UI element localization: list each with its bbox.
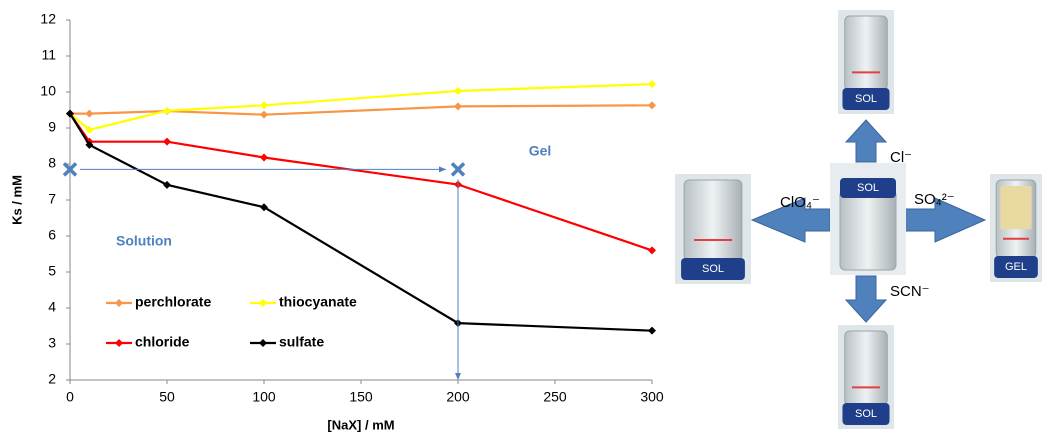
legend-label: sulfate: [279, 334, 324, 350]
cap-label: GEL: [1005, 261, 1027, 273]
x-axis-title: [NaX] / mM: [327, 417, 394, 432]
vial-glass: [684, 180, 742, 260]
photo: SOL: [838, 325, 894, 429]
y-tick-label: 3: [48, 335, 56, 351]
point: [648, 327, 656, 335]
point: [454, 102, 462, 110]
x-tick-label: 50: [159, 389, 175, 405]
vial-glass: [845, 331, 888, 405]
legend-label: chloride: [135, 334, 190, 350]
photo: SOL: [830, 163, 906, 275]
y-tick-label: 4: [48, 299, 56, 315]
y-tick-label: 12: [40, 11, 56, 27]
cap-label: SOL: [857, 182, 879, 194]
arrow-down: [846, 276, 886, 322]
x-tick-label: 100: [252, 389, 276, 405]
x-tick-label: 0: [66, 389, 74, 405]
x-tick-label: 300: [640, 389, 664, 405]
point: [454, 87, 462, 95]
point: [163, 138, 171, 146]
point: [260, 154, 268, 162]
cap-label: SOL: [855, 408, 877, 420]
y-tick-label: 5: [48, 263, 56, 279]
point: [163, 107, 171, 115]
arrow-label: Cl⁻: [890, 149, 912, 166]
arrow-head: [455, 373, 461, 380]
y-tick-label: 10: [40, 83, 56, 99]
point: [648, 246, 656, 254]
point: [260, 111, 268, 119]
point: [85, 110, 93, 118]
legend-marker: [259, 339, 267, 347]
vial-glass: [845, 16, 888, 90]
point: [163, 181, 171, 189]
legend-marker: [115, 339, 123, 347]
gel: [1000, 186, 1031, 229]
arrow-label: ClO₄⁻: [780, 194, 820, 211]
point: [648, 80, 656, 88]
x-tick-label: 250: [543, 389, 567, 405]
cap-label: SOL: [855, 93, 877, 105]
x-marker: [452, 163, 464, 175]
arrow-label: SCN⁻: [890, 283, 930, 300]
legend-label: perchlorate: [135, 294, 211, 310]
y-tick-label: 2: [48, 371, 56, 387]
y-tick-label: 8: [48, 155, 56, 171]
x-tick-label: 150: [349, 389, 373, 405]
arrow-head: [439, 166, 446, 172]
arrow-label: SO₄²⁻: [914, 191, 955, 208]
legend-marker: [259, 299, 267, 307]
legend-label: thiocyanate: [279, 294, 357, 310]
x-tick-label: 200: [446, 389, 470, 405]
cap-label: SOL: [702, 263, 724, 275]
photo: SOL: [675, 174, 751, 284]
legend-marker: [115, 299, 123, 307]
y-axis-title: Ks / mM: [9, 175, 24, 225]
series-line: [70, 84, 652, 130]
y-tick-label: 9: [48, 119, 56, 135]
chart: Ks / mM [NaX] / mM 2 3 4 5 6 7 8 9 10 11 12 0 50 100 1…: [0, 0, 1048, 440]
photo: SOL: [838, 10, 894, 114]
annotation: Gel: [529, 143, 552, 159]
photo: GEL: [990, 174, 1042, 282]
arrow-up: [846, 120, 886, 162]
y-tick-label: 6: [48, 227, 56, 243]
vial-glass: [840, 190, 896, 270]
point: [260, 101, 268, 109]
annotation: Solution: [116, 233, 172, 249]
y-tick-label: 11: [41, 47, 56, 63]
point: [648, 101, 656, 109]
y-tick-label: 7: [48, 191, 56, 207]
series-line: [70, 114, 652, 251]
